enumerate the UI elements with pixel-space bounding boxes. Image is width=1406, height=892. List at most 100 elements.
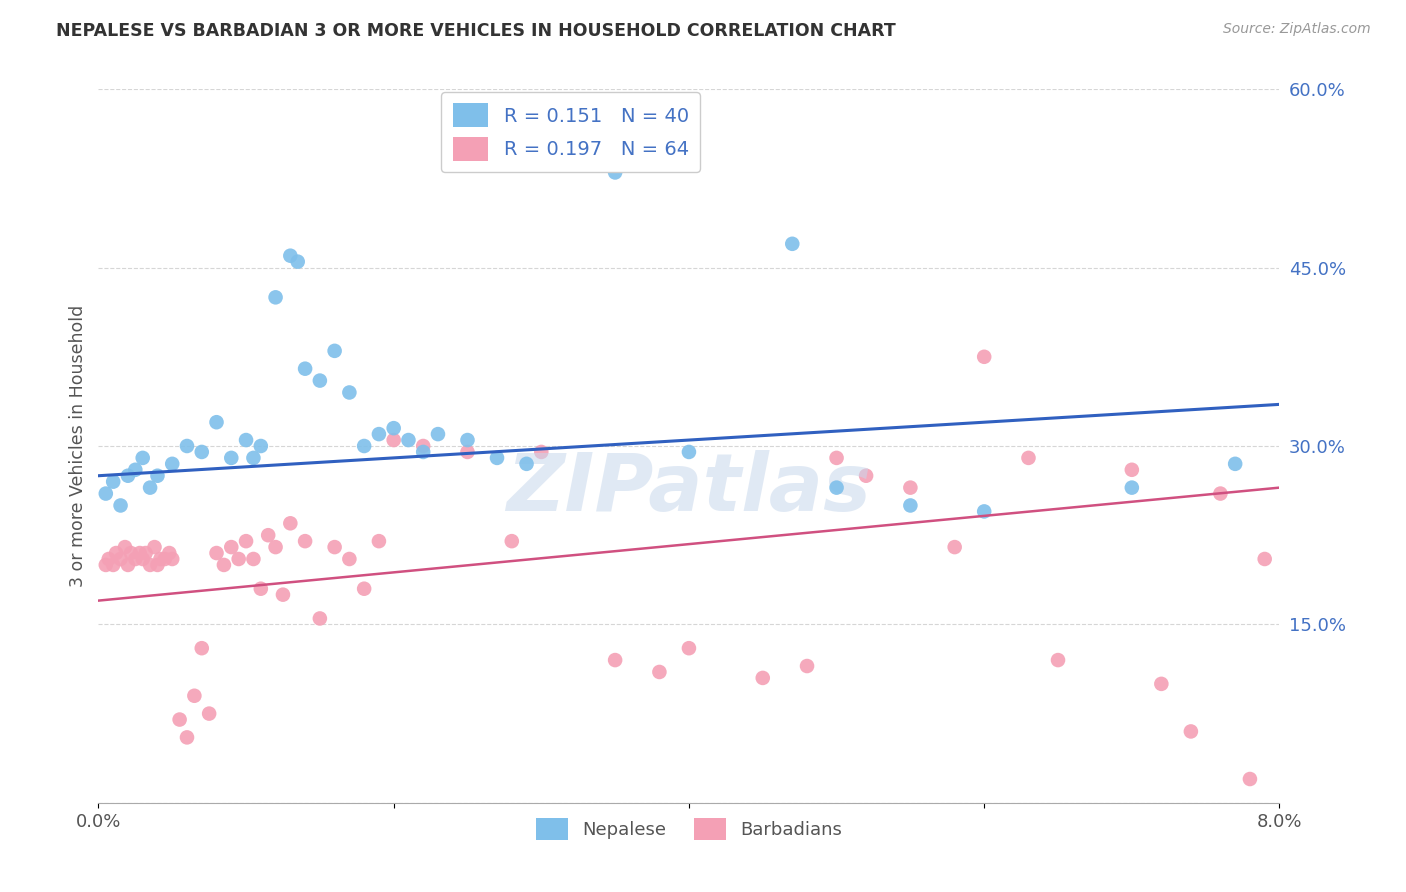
Y-axis label: 3 or more Vehicles in Household: 3 or more Vehicles in Household <box>69 305 87 587</box>
Point <box>264 540 287 554</box>
Point <box>973 350 995 364</box>
Point <box>176 439 198 453</box>
Point <box>605 653 627 667</box>
Point <box>530 445 553 459</box>
Point <box>412 439 434 453</box>
Point <box>752 671 775 685</box>
Point <box>353 439 375 453</box>
Point <box>235 534 257 549</box>
Point <box>368 427 391 442</box>
Point <box>825 450 848 465</box>
Point <box>257 528 280 542</box>
Point <box>678 445 700 459</box>
Point <box>169 713 191 727</box>
Point <box>280 249 302 263</box>
Point <box>323 343 346 358</box>
Point <box>97 552 120 566</box>
Point <box>457 445 479 459</box>
Point <box>212 558 235 572</box>
Point <box>143 540 166 554</box>
Point <box>855 468 877 483</box>
Point <box>250 439 273 453</box>
Point <box>516 457 538 471</box>
Point <box>796 659 818 673</box>
Point <box>94 486 117 500</box>
Point <box>1121 481 1143 495</box>
Point <box>1018 450 1040 465</box>
Point <box>900 499 922 513</box>
Point <box>242 552 264 566</box>
Point <box>94 558 117 572</box>
Point <box>128 546 150 560</box>
Point <box>221 540 243 554</box>
Point <box>1046 653 1070 667</box>
Point <box>353 582 375 596</box>
Point <box>339 385 361 400</box>
Point <box>149 552 172 566</box>
Point <box>139 558 162 572</box>
Point <box>605 165 627 179</box>
Point <box>1254 552 1277 566</box>
Point <box>124 552 146 566</box>
Point <box>135 546 157 560</box>
Point <box>382 433 405 447</box>
Point <box>117 468 139 483</box>
Point <box>339 552 361 566</box>
Point <box>486 450 509 465</box>
Point <box>205 546 228 560</box>
Point <box>309 374 332 388</box>
Point <box>157 546 180 560</box>
Point <box>132 552 155 566</box>
Point <box>250 582 273 596</box>
Point <box>398 433 420 447</box>
Point <box>382 421 405 435</box>
Point <box>198 706 221 721</box>
Point <box>162 457 183 471</box>
Point <box>103 558 125 572</box>
Point <box>1121 463 1143 477</box>
Point <box>110 552 132 566</box>
Point <box>678 641 700 656</box>
Point <box>1180 724 1202 739</box>
Point <box>146 558 169 572</box>
Point <box>103 475 125 489</box>
Point <box>124 463 146 477</box>
Text: ZIPatlas: ZIPatlas <box>506 450 872 528</box>
Point <box>457 433 479 447</box>
Point <box>110 499 132 513</box>
Point <box>323 540 346 554</box>
Point <box>221 450 243 465</box>
Point <box>105 546 128 560</box>
Point <box>146 468 169 483</box>
Point <box>132 450 155 465</box>
Point <box>501 534 523 549</box>
Point <box>114 540 136 554</box>
Point <box>205 415 228 429</box>
Point <box>139 481 162 495</box>
Point <box>782 236 804 251</box>
Point <box>228 552 250 566</box>
Point <box>1239 772 1261 786</box>
Point <box>427 427 450 442</box>
Point <box>973 504 995 518</box>
Point <box>294 534 316 549</box>
Point <box>264 290 287 304</box>
Point <box>120 546 142 560</box>
Point <box>1150 677 1173 691</box>
Point <box>191 445 214 459</box>
Point <box>235 433 257 447</box>
Point <box>294 361 316 376</box>
Text: Source: ZipAtlas.com: Source: ZipAtlas.com <box>1223 22 1371 37</box>
Point <box>280 516 302 531</box>
Point <box>176 731 198 745</box>
Point <box>412 445 434 459</box>
Point <box>117 558 139 572</box>
Point <box>648 665 671 679</box>
Text: NEPALESE VS BARBADIAN 3 OR MORE VEHICLES IN HOUSEHOLD CORRELATION CHART: NEPALESE VS BARBADIAN 3 OR MORE VEHICLES… <box>56 22 896 40</box>
Point <box>287 254 309 268</box>
Point <box>1225 457 1247 471</box>
Point <box>368 534 391 549</box>
Point <box>900 481 922 495</box>
Point <box>191 641 214 656</box>
Point <box>271 588 294 602</box>
